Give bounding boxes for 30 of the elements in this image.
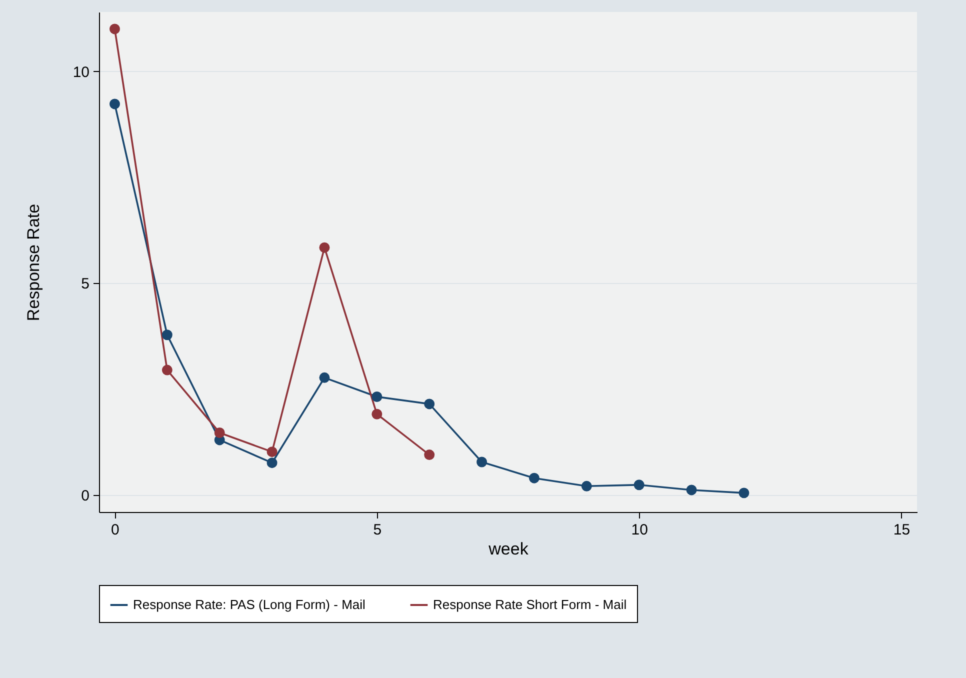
point: [424, 398, 435, 410]
x-tick-label: 0: [111, 522, 120, 538]
point: [738, 488, 750, 498]
point: [424, 450, 435, 460]
y-axis-title: Response Rate: [24, 204, 43, 322]
y-tick-label: 10: [72, 64, 90, 81]
point: [476, 456, 488, 468]
point: [686, 484, 697, 496]
point: [319, 242, 330, 253]
x-axis-title: week: [488, 540, 529, 558]
x-tick-label: 15: [893, 522, 910, 538]
legend-label: Response Rate: PAS (Long Form) - Mail: [133, 597, 366, 612]
point: [214, 428, 225, 438]
x-tick-label: 10: [631, 522, 648, 538]
point: [162, 364, 172, 376]
y-tick-label: 5: [81, 276, 90, 293]
point: [319, 372, 330, 383]
y-tick-label: 0: [81, 488, 90, 505]
point: [109, 98, 120, 110]
point: [528, 472, 540, 484]
point: [162, 330, 172, 340]
point: [372, 392, 382, 402]
point: [266, 446, 278, 458]
point: [372, 408, 382, 420]
legend-label: Response Rate Short Form - Mail: [433, 597, 627, 612]
point: [634, 480, 644, 490]
point: [109, 24, 120, 34]
point: [266, 458, 278, 468]
point: [581, 480, 592, 492]
x-tick-label: 5: [373, 522, 382, 538]
